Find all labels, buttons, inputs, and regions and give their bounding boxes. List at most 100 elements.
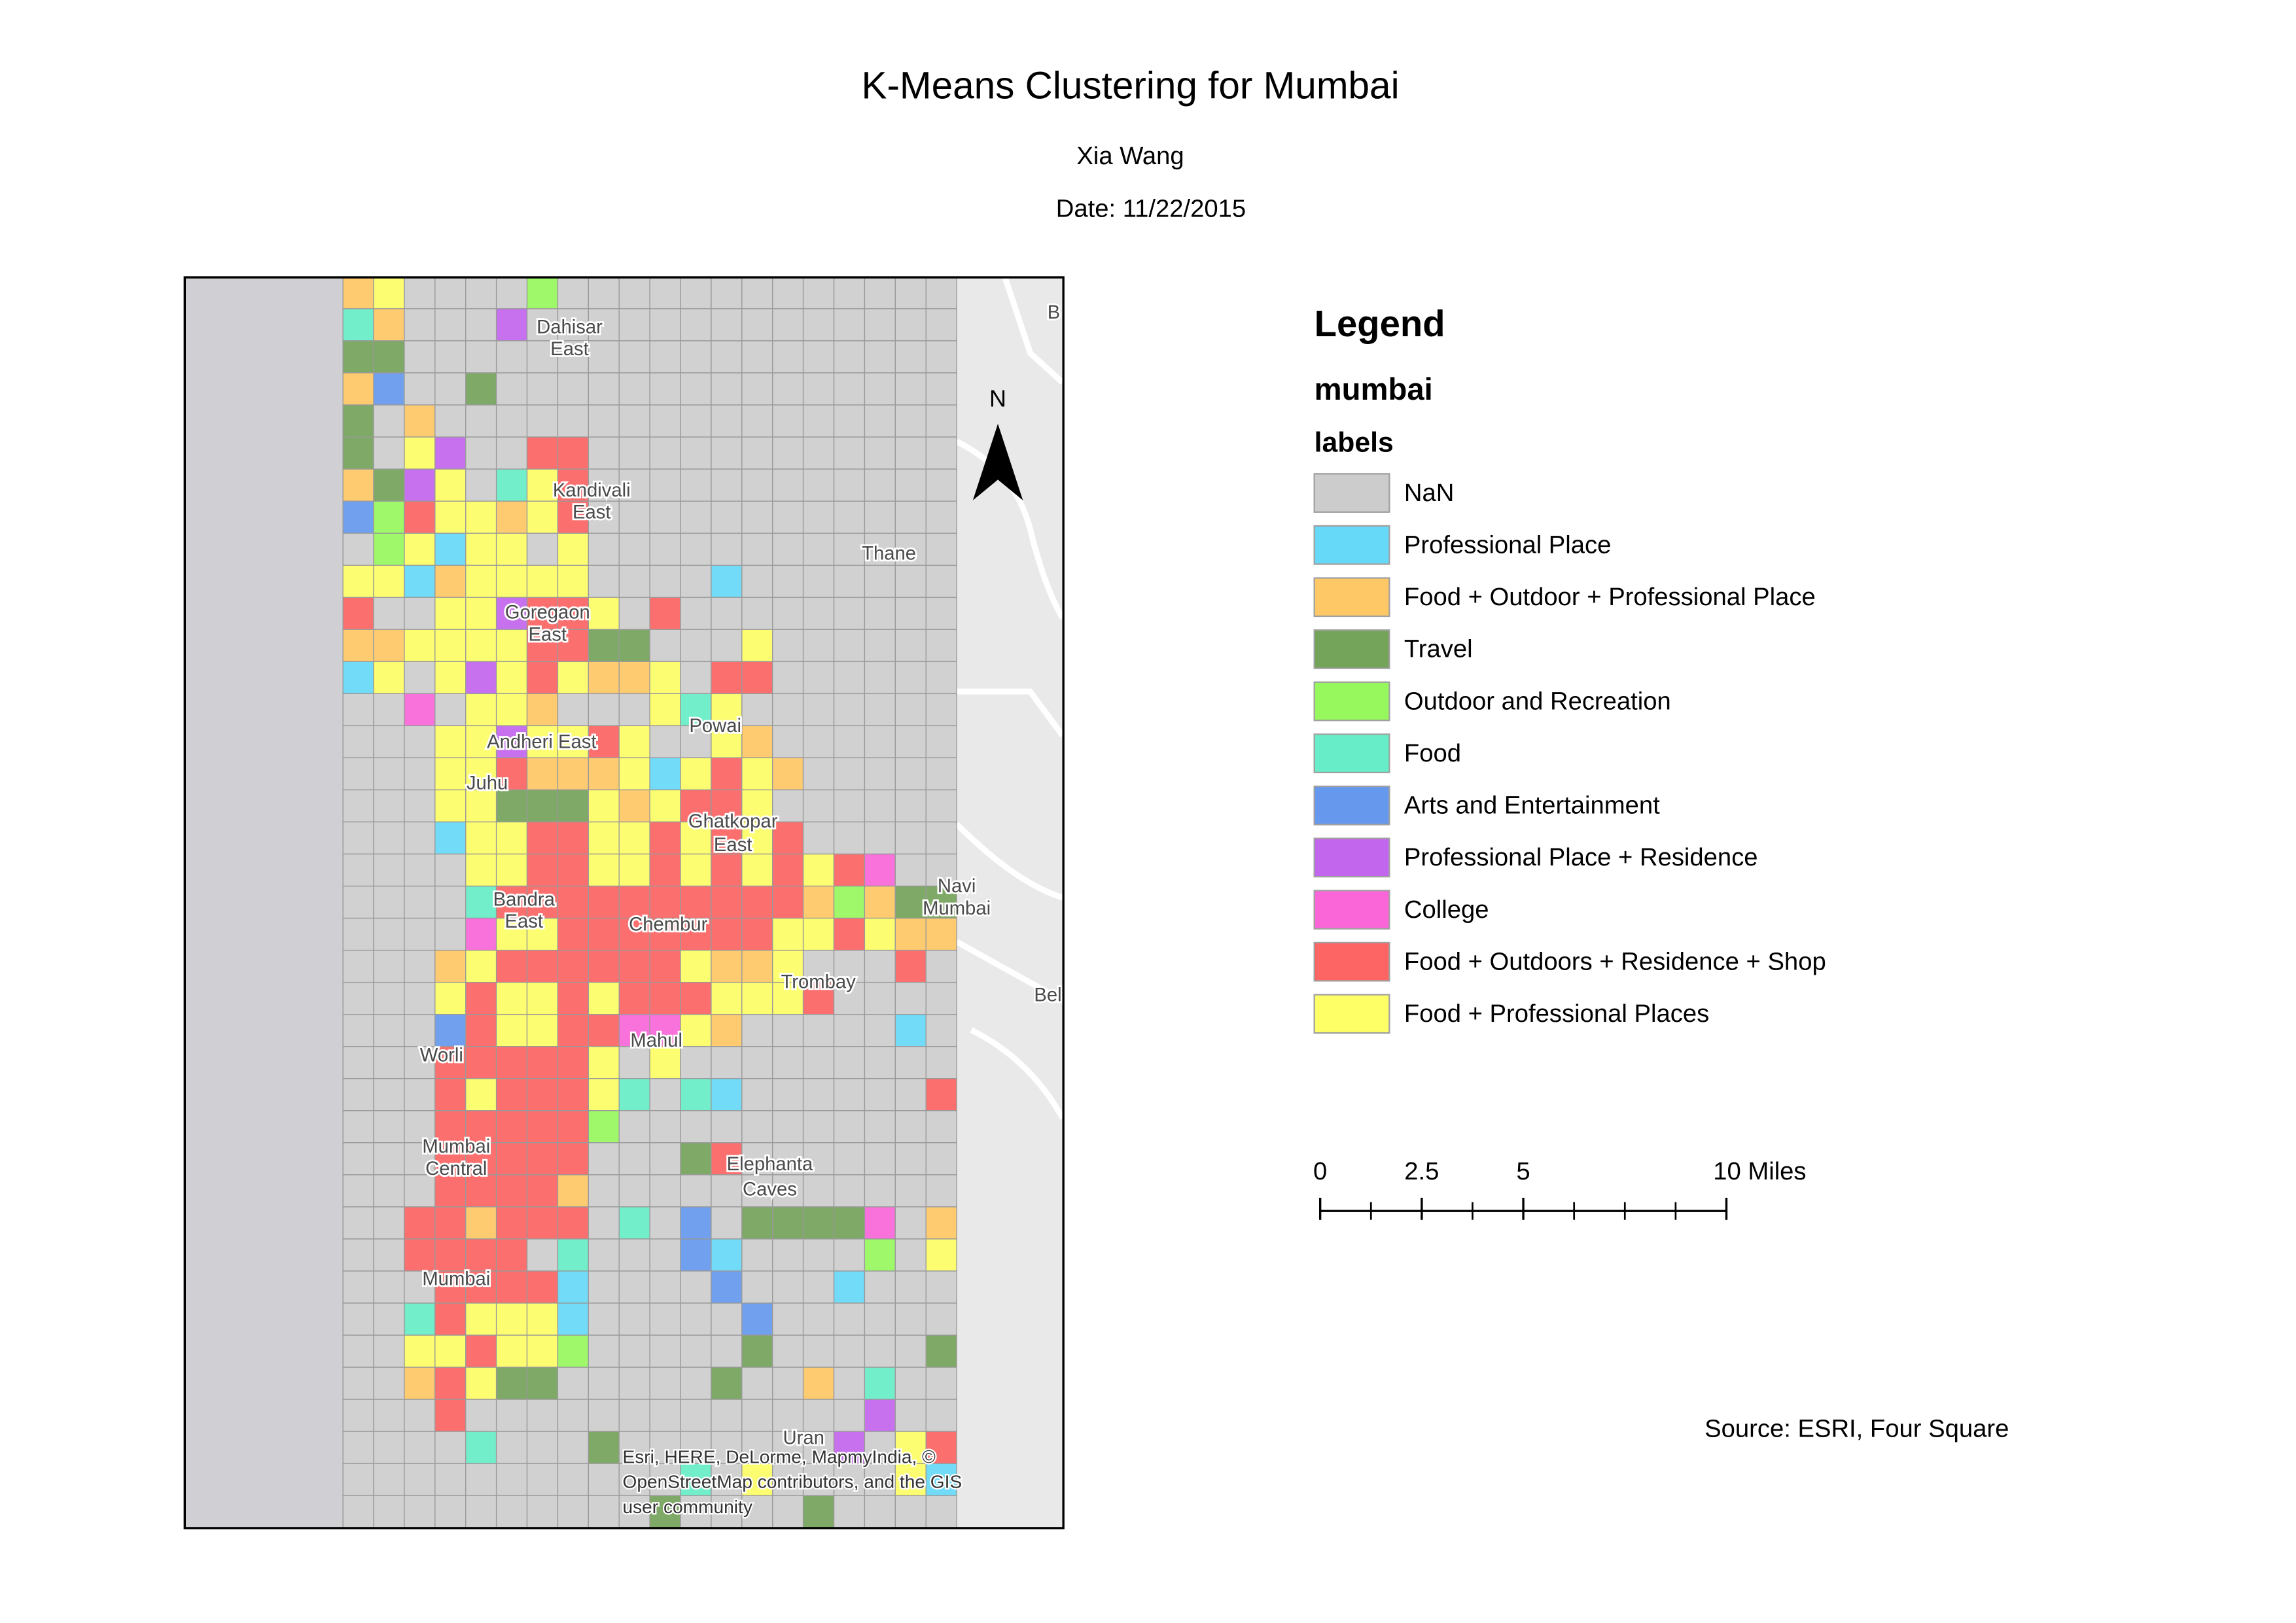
grid-cell [680, 1206, 712, 1240]
grid-cell [618, 1335, 650, 1368]
grid-cell [864, 1014, 896, 1047]
grid-cell [495, 1463, 528, 1496]
grid-cell [711, 1238, 743, 1272]
grid-cell [649, 1335, 681, 1368]
grid-cell [557, 1110, 589, 1143]
grid-cell [526, 404, 559, 438]
grid-cell [342, 1014, 374, 1047]
grid-cell [404, 949, 436, 983]
grid-cell [495, 500, 528, 534]
grid-cell [741, 1302, 773, 1336]
sea [185, 278, 345, 1527]
legend-label: Outdoor and Recreation [1404, 687, 1671, 715]
grid-cell [864, 278, 896, 309]
grid-cell [588, 532, 620, 566]
grid-cell [495, 821, 528, 855]
grid-cell [618, 821, 650, 855]
grid-cell [772, 1270, 804, 1304]
grid-cell [925, 853, 957, 887]
grid-cell [526, 1335, 559, 1368]
grid-cell [894, 757, 927, 791]
legend-swatch [1313, 577, 1390, 618]
grid-cell [802, 1078, 835, 1111]
place-label: Ghatkopar [688, 811, 778, 832]
grid-cell [864, 468, 896, 502]
grid-cell [342, 500, 374, 534]
grid-cell [894, 1335, 927, 1368]
grid-cell [802, 532, 835, 566]
grid-cell [864, 1046, 896, 1079]
grid-cell [711, 853, 743, 887]
legend-label: Arts and Entertainment [1404, 792, 1660, 820]
grid-cell [557, 1238, 589, 1272]
grid-cell [772, 917, 804, 951]
legend-label: Food + Outdoors + Residence + Shop [1404, 947, 1826, 975]
grid-cell [772, 597, 804, 630]
source: Source: ESRI, Four Square [1704, 1414, 2009, 1442]
author: Xia Wang [1076, 142, 1184, 170]
grid-cell [649, 340, 681, 374]
grid-cell [680, 1270, 712, 1304]
grid-cell [864, 1174, 896, 1208]
grid-cell [802, 565, 835, 598]
grid-cell [526, 1046, 559, 1079]
grid-cell [465, 1046, 497, 1079]
scale-label: 0 [1313, 1157, 1327, 1185]
grid-cell [925, 1495, 957, 1527]
place-label: Andheri East [487, 732, 596, 753]
grid-cell [342, 1495, 374, 1527]
grid-cell [434, 1238, 467, 1272]
grid-cell [833, 1046, 866, 1079]
grid-cell [864, 372, 896, 406]
grid-cell [925, 1142, 957, 1176]
legend-swatch [1313, 629, 1390, 669]
grid-cell [894, 1270, 927, 1304]
grid-cell [618, 468, 650, 502]
grid-cell [649, 1206, 681, 1240]
grid-cell [495, 1014, 528, 1047]
grid-cell [342, 308, 374, 341]
grid-cell [680, 789, 712, 823]
place-label: Worli [420, 1045, 463, 1066]
grid-cell [680, 1174, 712, 1208]
grid-cell [864, 1142, 896, 1176]
grid-cell [772, 372, 804, 406]
grid-cell [772, 1495, 804, 1527]
grid-cell [894, 853, 927, 887]
grid-cell [741, 1367, 773, 1400]
grid-cell [465, 1335, 497, 1368]
grid-cell [802, 597, 835, 630]
place-label: Bel [1034, 985, 1061, 1006]
grid-cell [894, 981, 927, 1015]
grid-cell [495, 1174, 528, 1208]
grid-cell [680, 1142, 712, 1176]
grid-cell [434, 1110, 467, 1143]
grid-cell [649, 629, 681, 662]
grid-cell [495, 981, 528, 1015]
grid-cell [680, 1399, 712, 1432]
grid-cell [772, 1399, 804, 1432]
grid-cell [925, 1206, 957, 1240]
grid-cell [894, 565, 927, 598]
legend-swatch [1313, 785, 1390, 826]
grid-cell [618, 1302, 650, 1336]
place-label: Caves [743, 1179, 797, 1200]
grid-cell [802, 725, 835, 759]
grid-cell [342, 436, 374, 470]
grid-cell [618, 853, 650, 887]
grid-cell [802, 821, 835, 855]
grid-cell [526, 1270, 559, 1304]
grid-cell [618, 340, 650, 374]
grid-cell [495, 1335, 528, 1368]
grid-cell [649, 404, 681, 438]
grid-cell [925, 372, 957, 406]
grid-cell [465, 372, 497, 406]
grid-cell [434, 917, 467, 951]
grid-cell [557, 1463, 589, 1496]
grid-cell [649, 1110, 681, 1143]
attribution: Esri, HERE, DeLorme, MapmyIndia, © OpenSt… [621, 1445, 963, 1518]
grid-cell [680, 661, 712, 695]
grid-cell [618, 1078, 650, 1111]
grid-cell [741, 1399, 773, 1432]
grid-cell [894, 917, 927, 951]
